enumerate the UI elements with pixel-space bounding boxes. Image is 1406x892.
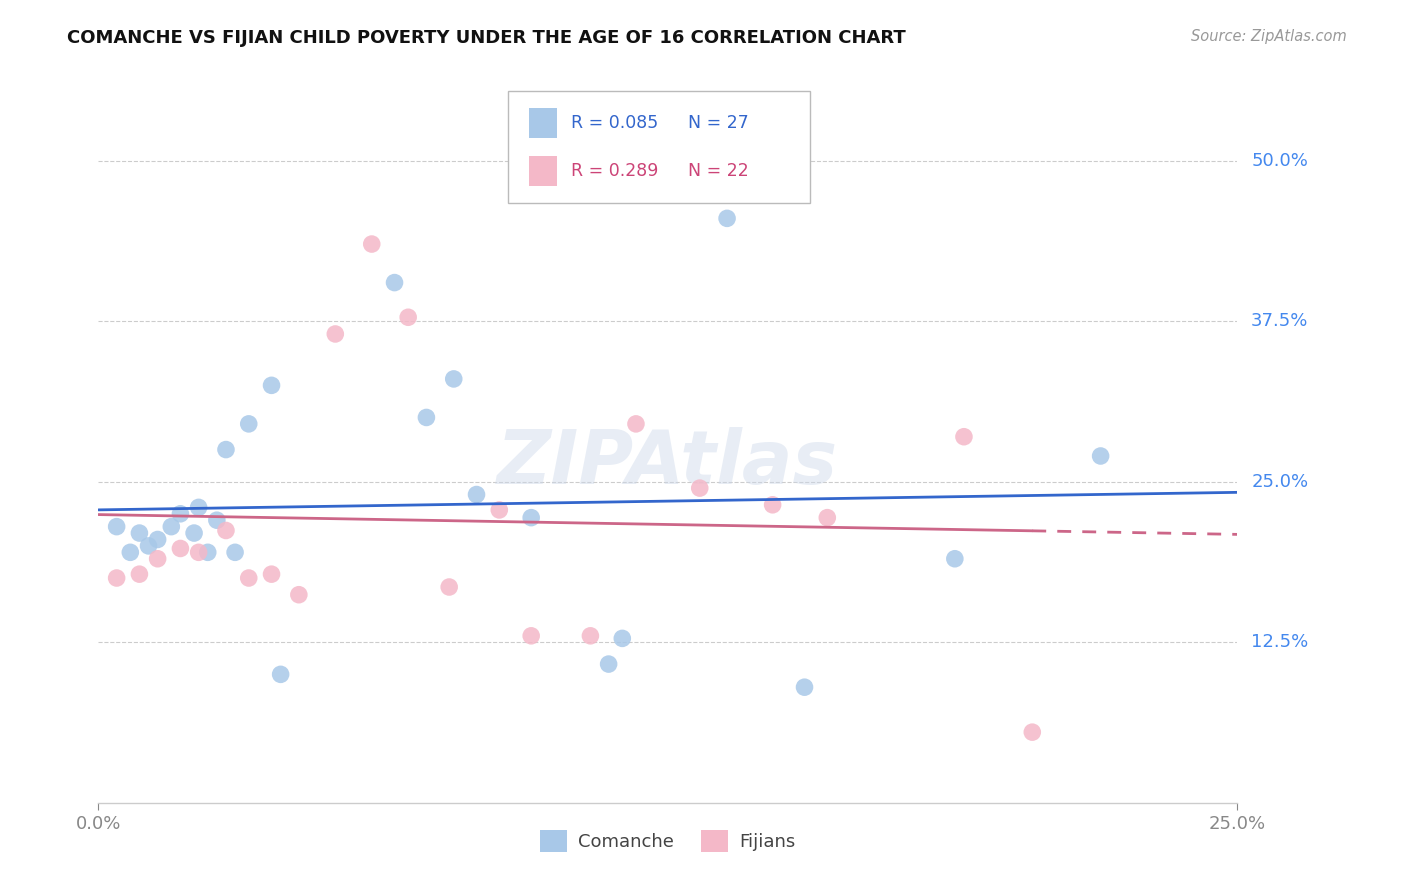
Text: 25.0%: 25.0% [1251,473,1309,491]
Point [465,487,488,501]
Point [953,430,976,444]
Point [187,545,209,559]
Point [128,526,150,541]
Point [205,513,228,527]
Point [169,507,191,521]
Point [415,410,437,425]
Point [238,417,260,431]
Point [260,378,283,392]
Point [443,372,465,386]
Point [1090,449,1112,463]
Text: R = 0.289: R = 0.289 [571,162,658,180]
Point [146,551,169,566]
Point [288,588,311,602]
Point [183,526,205,541]
Point [520,629,543,643]
Point [762,498,785,512]
FancyBboxPatch shape [509,91,810,203]
Point [689,481,711,495]
Point [187,500,209,515]
Bar [529,156,557,186]
Point [215,524,238,538]
Point [437,580,460,594]
Bar [529,108,557,138]
Point [323,326,346,341]
Point [128,567,150,582]
Text: 50.0%: 50.0% [1251,152,1308,169]
Point [384,276,406,290]
Point [598,657,620,671]
Text: N = 22: N = 22 [689,162,749,180]
Text: Source: ZipAtlas.com: Source: ZipAtlas.com [1191,29,1347,44]
Text: COMANCHE VS FIJIAN CHILD POVERTY UNDER THE AGE OF 16 CORRELATION CHART: COMANCHE VS FIJIAN CHILD POVERTY UNDER T… [67,29,907,46]
Point [260,567,283,582]
Point [716,211,738,226]
Text: 37.5%: 37.5% [1251,312,1309,330]
Point [943,551,966,566]
Point [238,571,260,585]
Point [105,571,128,585]
Text: R = 0.085: R = 0.085 [571,114,658,132]
Text: N = 27: N = 27 [689,114,749,132]
Point [105,519,128,533]
Point [138,539,160,553]
Point [197,545,219,559]
Point [579,629,602,643]
Point [815,510,838,524]
Point [360,237,382,252]
Text: 12.5%: 12.5% [1251,633,1309,651]
Point [169,541,191,556]
Point [488,503,510,517]
Text: ZIPAtlas: ZIPAtlas [498,426,838,500]
Point [396,310,419,325]
Point [270,667,292,681]
Point [215,442,238,457]
Point [1021,725,1043,739]
Point [520,510,543,524]
Point [224,545,246,559]
Point [612,632,634,646]
Point [624,417,647,431]
Point [793,680,815,694]
Point [160,519,183,533]
Point [120,545,142,559]
Point [146,533,169,547]
Legend: Comanche, Fijians: Comanche, Fijians [533,822,803,859]
